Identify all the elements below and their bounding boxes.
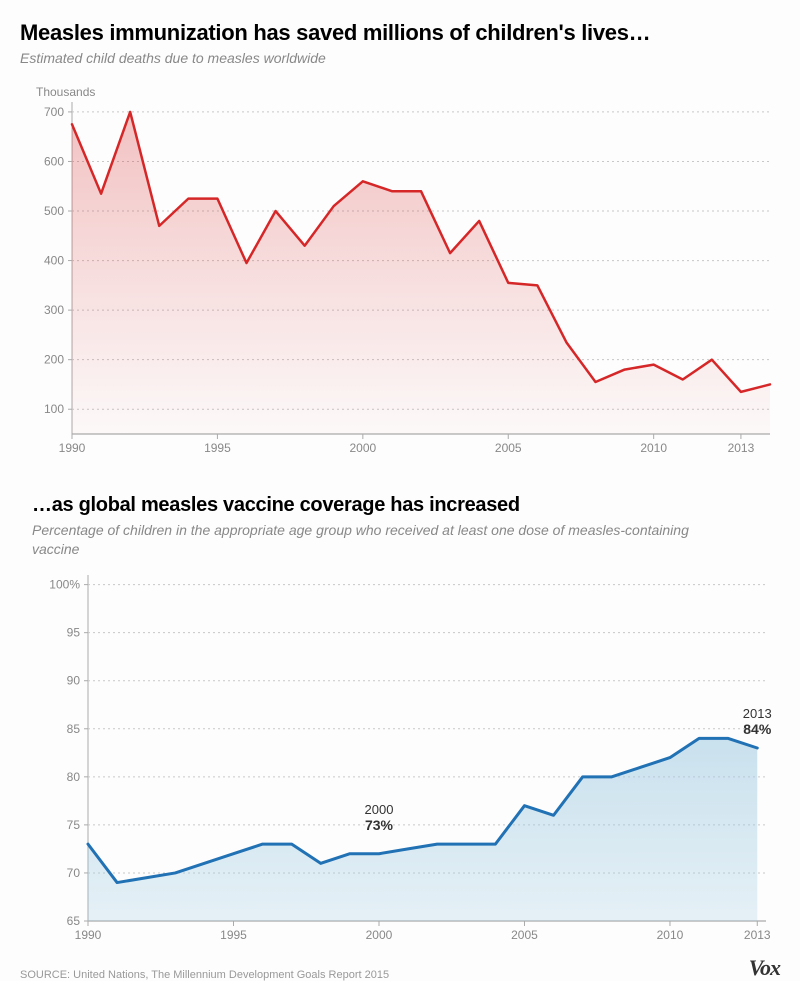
svg-text:2010: 2010 [657, 928, 684, 942]
svg-text:2000: 2000 [365, 802, 394, 817]
svg-text:500: 500 [44, 204, 64, 218]
page-subtitle: Estimated child deaths due to measles wo… [20, 50, 780, 66]
svg-text:2000: 2000 [349, 441, 376, 455]
svg-text:73%: 73% [365, 817, 394, 833]
footer: SOURCE: United Nations, The Millennium D… [20, 955, 780, 981]
svg-text:200: 200 [44, 353, 64, 367]
coverage-chart-svg: 65 70 75 80 85 90 95 100% 1990 1995 2000 2005 2010 20… [32, 565, 780, 945]
svg-text:2013: 2013 [743, 706, 772, 721]
svg-text:1990: 1990 [75, 928, 102, 942]
svg-text:1995: 1995 [204, 441, 231, 455]
svg-text:2000: 2000 [366, 928, 393, 942]
svg-text:300: 300 [44, 303, 64, 317]
svg-text:2013: 2013 [728, 441, 755, 455]
svg-text:1990: 1990 [59, 441, 86, 455]
brand-logo: Vox [749, 955, 780, 981]
deaths-chart-svg: 100 200 300 400 500 600 700 1990 1995 2000 2005 201… [20, 78, 780, 458]
coverage-chart: 65 70 75 80 85 90 95 100% 1990 1995 2000 2005 2010 20… [32, 565, 780, 945]
svg-text:65: 65 [67, 914, 81, 928]
svg-text:84%: 84% [743, 721, 772, 737]
svg-text:1995: 1995 [220, 928, 247, 942]
svg-text:100%: 100% [49, 577, 80, 591]
svg-text:2005: 2005 [495, 441, 522, 455]
svg-text:80: 80 [67, 770, 81, 784]
svg-text:Thousands: Thousands [36, 85, 95, 99]
svg-text:700: 700 [44, 105, 64, 119]
svg-text:2013: 2013 [744, 928, 771, 942]
page-title: Measles immunization has saved millions … [20, 20, 780, 46]
svg-text:75: 75 [67, 818, 81, 832]
svg-text:95: 95 [67, 625, 81, 639]
svg-text:70: 70 [67, 866, 81, 880]
svg-text:400: 400 [44, 254, 64, 268]
section-2-title: …as global measles vaccine coverage has … [32, 494, 780, 517]
svg-text:2005: 2005 [511, 928, 538, 942]
svg-text:85: 85 [67, 722, 81, 736]
svg-text:100: 100 [44, 402, 64, 416]
svg-text:2010: 2010 [640, 441, 667, 455]
svg-text:600: 600 [44, 154, 64, 168]
section-2-subtitle: Percentage of children in the appropriat… [32, 521, 712, 559]
deaths-chart: 100 200 300 400 500 600 700 1990 1995 2000 2005 201… [20, 78, 780, 458]
section-2-header: …as global measles vaccine coverage has … [32, 494, 780, 559]
source-text: SOURCE: United Nations, The Millennium D… [20, 969, 389, 981]
svg-text:90: 90 [67, 674, 81, 688]
